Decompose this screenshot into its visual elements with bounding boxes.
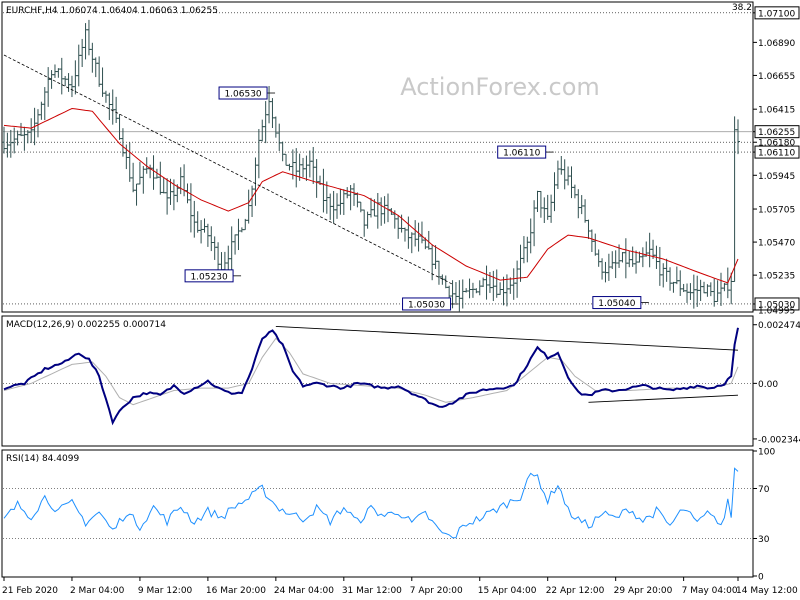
x-tick: 31 Mar 12:00 (342, 577, 402, 596)
price-y-tick-label: 1.06655 (758, 72, 795, 82)
price-y-tick: 1.06890 (753, 39, 795, 49)
rsi-y-tick: 0 (753, 573, 764, 583)
price-y-tick-label: 1.04995 (758, 307, 795, 317)
rsi-line (3, 467, 739, 539)
rsi-y-tick-label: 0 (758, 573, 764, 583)
x-tick-label: 15 Apr 04:00 (478, 586, 537, 596)
price-annotation: 1.05030 (402, 297, 459, 311)
price-y-tick-label: 1.05235 (758, 272, 795, 282)
x-tick-label: 31 Mar 12:00 (342, 586, 402, 596)
moving-average-line (3, 107, 739, 284)
price-annotation-label: 1.06110 (503, 149, 540, 159)
macd-y-tick-label: 0.00 (758, 380, 778, 390)
price-y-tick: 1.05235 (753, 272, 795, 282)
price-y-tick: 1.06180 (753, 139, 795, 149)
price-panel[interactable] (1, 1, 754, 313)
macd-y-tick: -0.002344 (753, 435, 800, 445)
price-annotation: 1.06110 (497, 145, 554, 159)
x-tick-label: 24 Mar 04:00 (274, 586, 334, 596)
price-y-tick-label: 1.06890 (758, 39, 795, 49)
price-y-tick: 1.05030 (753, 297, 800, 311)
x-tick: 22 Apr 12:00 (546, 577, 605, 596)
price-y-tick-label: 1.06110 (758, 149, 795, 159)
macd-y-tick-label: 0.002474 (758, 321, 800, 331)
macd-trendline (275, 326, 739, 351)
macd-trendline (588, 394, 739, 403)
price-annotation-label: 1.05230 (190, 272, 227, 282)
macd-y-tick-label: -0.002344 (758, 435, 800, 445)
price-annotation-label: 1.05040 (598, 299, 635, 309)
x-tick: 9 Mar 12:00 (138, 577, 193, 596)
x-tick: 16 Mar 20:00 (206, 577, 266, 596)
price-annotation-label: 1.06530 (224, 90, 261, 100)
rsi-panel-title: RSI(14) 84.4099 (6, 454, 79, 464)
rsi-y-tick: 100 (753, 448, 775, 458)
price-y-tick-label: 1.06415 (758, 106, 795, 116)
x-tick-label: 14 May 12:00 (736, 586, 798, 596)
price-y-tick-label: 1.05705 (758, 206, 795, 216)
x-tick-label: 7 May 04:00 (682, 586, 738, 596)
price-y-tick-label: 1.07100 (758, 9, 795, 19)
price-bar (736, 119, 740, 155)
price-y-tick: 1.05945 (753, 172, 795, 182)
top-right-value: 38.2 (732, 3, 752, 13)
x-tick: 24 Mar 04:00 (274, 577, 334, 596)
x-tick-label: 21 Feb 2020 (2, 586, 58, 596)
x-tick: 21 Feb 2020 (2, 577, 58, 596)
x-tick: 14 May 12:00 (736, 577, 798, 596)
x-tick: 2 Mar 04:00 (70, 577, 125, 596)
x-tick: 29 Apr 20:00 (614, 577, 673, 596)
macd-panel[interactable] (1, 315, 754, 447)
price-annotation-label: 1.05030 (408, 300, 445, 310)
x-tick-label: 2 Mar 04:00 (70, 586, 125, 596)
x-tick-label: 16 Mar 20:00 (206, 586, 266, 596)
price-panel-title: EURCHF,H4 1.06074 1.06404 1.06063 1.0625… (6, 6, 218, 16)
watermark-text: ActionForex.com (400, 73, 600, 101)
rsi-y-tick: 30 (753, 535, 770, 545)
x-tick: 7 May 04:00 (682, 577, 738, 596)
x-tick: 7 Apr 20:00 (410, 577, 463, 596)
x-tick-label: 7 Apr 20:00 (410, 586, 463, 596)
rsi-y-tick-label: 30 (758, 535, 770, 545)
price-y-tick: 1.06110 (753, 145, 800, 159)
macd-y-tick: 0.00 (753, 380, 778, 390)
price-y-tick: 1.05705 (753, 206, 795, 216)
price-y-tick: 1.06255 (753, 125, 800, 138)
rsi-y-tick-label: 70 (758, 485, 770, 495)
price-y-tick-label: 1.06255 (758, 128, 795, 138)
x-tick: 15 Apr 04:00 (478, 577, 537, 596)
price-y-tick: 1.05470 (753, 239, 795, 249)
x-tick-label: 29 Apr 20:00 (614, 586, 673, 596)
price-annotation: 1.05230 (184, 269, 242, 283)
macd-y-tick: 0.002474 (753, 321, 800, 331)
macd-panel-title: MACD(12,26,9) 0.002255 0.000714 (6, 320, 166, 330)
rsi-panel[interactable] (1, 449, 754, 578)
price-y-tick-label: 1.05030 (758, 300, 795, 310)
rsi-y-tick: 70 (753, 485, 770, 495)
macd-main-line (3, 327, 739, 426)
price-annotation: 1.05040 (592, 296, 649, 310)
x-tick-label: 22 Apr 12:00 (546, 586, 605, 596)
price-annotation: 1.06530 (218, 86, 276, 100)
price-y-tick: 1.06415 (753, 106, 795, 116)
price-trendline (3, 54, 453, 285)
price-y-tick-label: 1.06180 (758, 139, 795, 149)
price-y-tick: 1.07100 (753, 6, 800, 19)
x-tick-label: 9 Mar 12:00 (138, 586, 193, 596)
price-y-tick: 1.06655 (753, 72, 795, 82)
price-y-tick-label: 1.05470 (758, 239, 795, 249)
price-y-tick: 1.04995 (753, 307, 795, 317)
price-y-tick-label: 1.05945 (758, 172, 795, 182)
rsi-y-tick-label: 100 (758, 448, 775, 458)
